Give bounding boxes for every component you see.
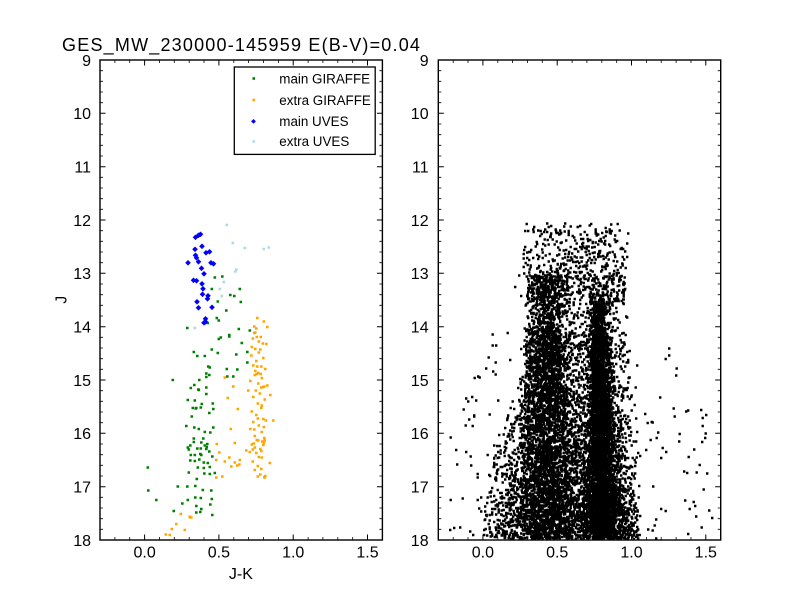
svg-text:GES_MW_230000-145959 E(B-V)=0.: GES_MW_230000-145959 E(B-V)=0.04 [62,35,421,56]
svg-text:1.0: 1.0 [282,545,304,562]
svg-text:0.5: 0.5 [208,545,230,562]
svg-text:extra GIRAFFE: extra GIRAFFE [279,93,371,108]
svg-text:14: 14 [411,320,429,337]
svg-text:J-K: J-K [229,566,253,583]
svg-text:0.5: 0.5 [546,545,568,562]
svg-text:15: 15 [411,373,429,390]
svg-text:18: 18 [73,533,91,550]
svg-text:17: 17 [411,480,429,497]
svg-text:16: 16 [73,426,91,443]
svg-text:13: 13 [411,266,429,283]
svg-text:11: 11 [74,160,91,177]
svg-text:0.0: 0.0 [133,545,155,562]
svg-text:18: 18 [411,533,429,550]
svg-text:10: 10 [73,106,91,123]
svg-text:10: 10 [411,106,429,123]
svg-text:0.0: 0.0 [472,545,494,562]
svg-text:J: J [54,296,71,304]
svg-text:14: 14 [73,320,91,337]
svg-text:main UVES: main UVES [279,114,348,129]
svg-text:1.5: 1.5 [356,545,378,562]
svg-text:17: 17 [73,480,91,497]
svg-text:15: 15 [73,373,91,390]
svg-text:1.0: 1.0 [620,545,642,562]
svg-text:12: 12 [73,213,91,230]
svg-text:9: 9 [420,53,429,70]
svg-text:9: 9 [82,53,91,70]
svg-text:16: 16 [411,426,429,443]
svg-text:12: 12 [411,213,429,230]
svg-text:11: 11 [412,160,429,177]
svg-text:13: 13 [73,266,91,283]
svg-text:extra UVES: extra UVES [279,134,349,149]
svg-text:main GIRAFFE: main GIRAFFE [279,72,370,87]
svg-text:1.5: 1.5 [695,545,717,562]
